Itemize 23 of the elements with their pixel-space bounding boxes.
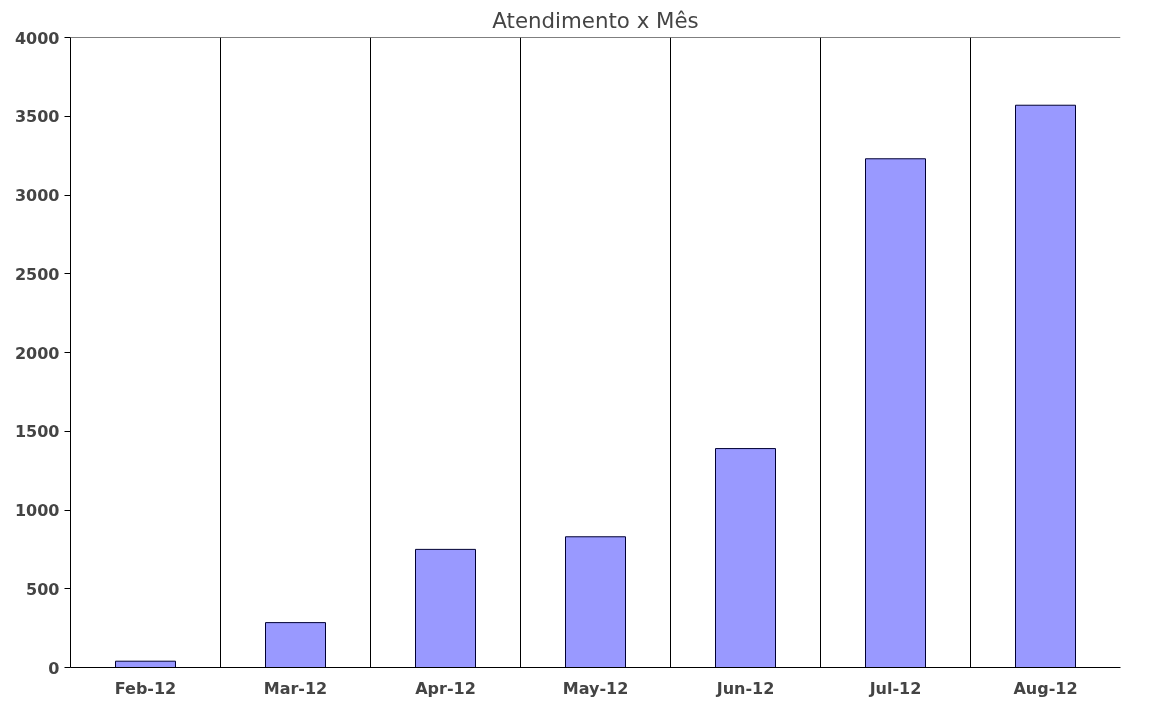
x-tick-label: Jun-12 xyxy=(715,678,775,698)
y-tick-label: 1000 xyxy=(14,501,60,520)
bar xyxy=(565,536,626,668)
x-tick-label: Aug-12 xyxy=(1013,678,1078,698)
y-tick-label: 500 xyxy=(26,579,60,599)
bar xyxy=(415,548,476,668)
y-tick-label: 2500 xyxy=(14,264,60,284)
y-tick-label: 3000 xyxy=(14,186,60,205)
y-tick-label: 2000 xyxy=(14,343,60,363)
y-tick-label: 4000 xyxy=(14,28,60,48)
chart-title: Atendimento x Mês xyxy=(492,7,699,33)
y-tick-label: 3500 xyxy=(14,107,60,127)
y-tick-label: 0 xyxy=(48,658,60,678)
x-tick-label: Apr-12 xyxy=(415,678,476,698)
bar xyxy=(265,622,326,668)
bar xyxy=(715,448,776,668)
bar xyxy=(865,158,926,668)
x-tick-label: Jul-12 xyxy=(868,678,922,698)
bar xyxy=(1015,104,1076,668)
x-tick-label: Feb-12 xyxy=(114,678,177,698)
x-tick-label: May-12 xyxy=(562,678,629,698)
y-tick-label: 1500 xyxy=(14,422,60,442)
x-tick-label: Mar-12 xyxy=(263,678,328,698)
